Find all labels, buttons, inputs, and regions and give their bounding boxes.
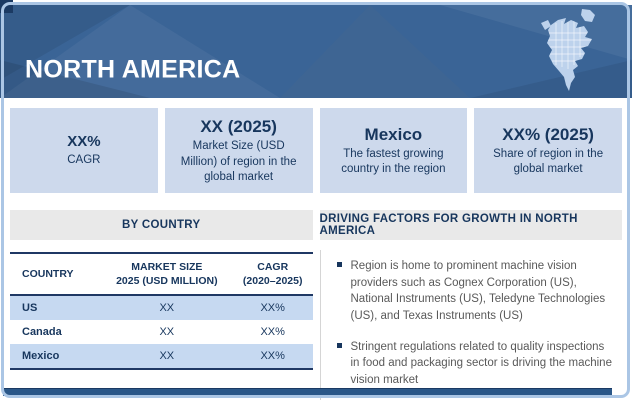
stat-card-fastest-growing: Mexico The fastest growing country in th… xyxy=(319,108,468,193)
country-table-panel: COUNTRY MARKET SIZE 2025 (USD MILLION) C… xyxy=(10,250,313,400)
bottom-accent-bar xyxy=(3,388,612,396)
stat-value: Mexico xyxy=(364,124,423,144)
section-header-driving-factors: DRIVING FACTORS FOR GROWTH IN NORTH AMER… xyxy=(319,210,622,240)
stat-card-region-share: XX% (2025) Share of region in the global… xyxy=(474,108,622,193)
driving-factor-item: Stringent regulations related to quality… xyxy=(336,339,617,389)
stats-row: XX% CAGR XX (2025) Market Size (USD Mill… xyxy=(10,108,622,193)
content-row: COUNTRY MARKET SIZE 2025 (USD MILLION) C… xyxy=(10,250,622,400)
driving-factor-item: Region is home to prominent machine visi… xyxy=(336,258,617,325)
north-america-map-icon xyxy=(541,9,595,91)
stat-desc: Share of region in the global market xyxy=(493,147,604,176)
stat-value: XX% (2025) xyxy=(502,124,594,144)
stat-value: XX (2025) xyxy=(200,117,277,137)
table-row-canada: Canada XX XX% xyxy=(22,326,285,339)
stat-desc: Market Size (USD Million) of region in t… xyxy=(180,140,297,183)
corner-accent-square xyxy=(0,0,13,13)
country-table: COUNTRY MARKET SIZE 2025 (USD MILLION) C… xyxy=(10,252,313,370)
col-header-country: COUNTRY xyxy=(22,268,74,281)
table-row-us: US XX XX% xyxy=(10,295,313,321)
driving-factors-panel: Region is home to prominent machine visi… xyxy=(319,250,623,400)
stat-card-cagr: XX% CAGR xyxy=(10,108,158,193)
section-headers-row: BY COUNTRY DRIVING FACTORS FOR GROWTH IN… xyxy=(10,210,622,240)
stat-value: XX% xyxy=(67,132,101,150)
stat-desc: The fastest growing country in the regio… xyxy=(341,147,446,176)
col-header-market-size: MARKET SIZE 2025 (USD MILLION) xyxy=(116,261,218,288)
table-header-row: COUNTRY MARKET SIZE 2025 (USD MILLION) C… xyxy=(10,253,313,296)
stat-desc: CAGR xyxy=(67,154,101,167)
page-title: NORTH AMERICA xyxy=(25,55,241,84)
region-banner: NORTH AMERICA xyxy=(0,5,632,98)
table-row-mexico: Mexico XX XX% xyxy=(10,344,313,370)
banner-facet-pattern xyxy=(0,5,632,98)
stat-card-market-size: XX (2025) Market Size (USD Million) of r… xyxy=(164,108,313,193)
section-header-by-country: BY COUNTRY xyxy=(10,210,313,240)
col-header-cagr: CAGR (2020–2025) xyxy=(242,261,303,288)
